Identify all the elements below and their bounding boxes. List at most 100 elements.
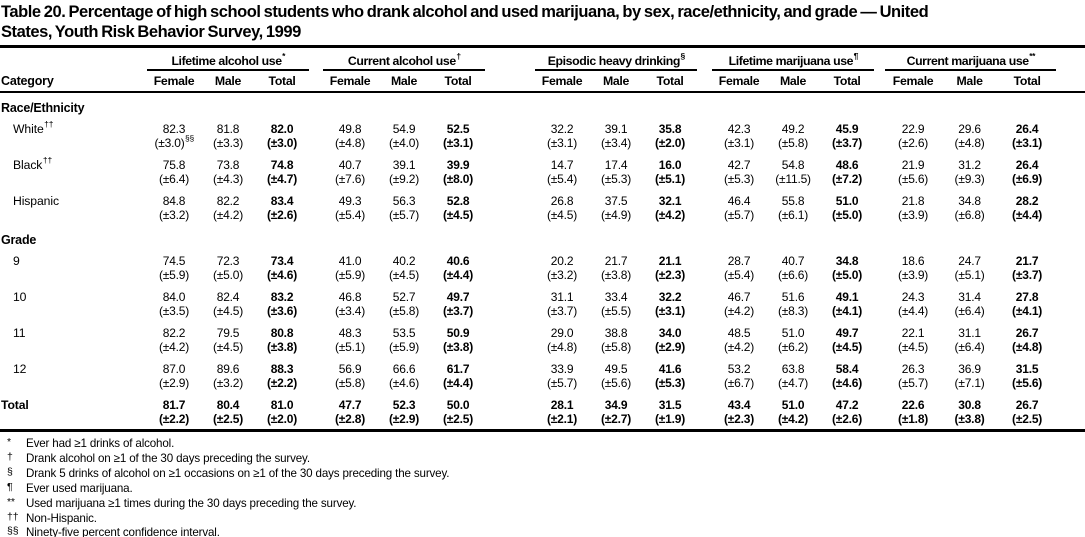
ci-cell: (±2.8) [335,412,366,426]
footnote-ref: ¶ [853,50,859,61]
ci-cell: (±5.1) [655,172,686,186]
column-gap [485,393,535,412]
column-gap [309,285,323,304]
footnote-marker: ¶ [7,480,13,493]
ci-cell: (±4.8) [954,136,985,150]
ci-cell: (±2.6) [898,136,929,150]
value-cell: 58.4 [835,362,859,376]
footnote-text: Used marijuana ≥1 times during the 30 da… [26,496,357,510]
value-cell: 41.0 [338,254,362,268]
ci-cell: (±2.2) [158,412,190,426]
value-cell: 87.0 [162,362,186,376]
value-cell: 72.3 [216,254,240,268]
ci-cell: (±2.6) [266,208,298,222]
ci-cell: (±3.5) [158,304,190,318]
ci-cell: (±5.3) [724,172,755,186]
yrbs-data-table: Category Lifetime alcohol use* Current alc… [0,48,1085,432]
value-cell: 49.2 [781,122,805,136]
table-title: Table 20. Percentage of high school stud… [0,0,1085,42]
ci-cell: (±8.3) [778,304,809,318]
group-header: Lifetime marijuana use¶ [712,48,875,71]
value-cell: 32.2 [550,122,574,136]
ci-cell: (±4.4) [443,376,474,390]
column-gap [485,153,535,172]
value-cell: 46.7 [727,290,751,304]
ci-cell: (±9.3) [954,172,985,186]
value-cell: 51.0 [781,398,805,412]
value-cell: 73.4 [270,254,294,268]
value-cell: 52.5 [446,122,470,136]
value-cell: 38.8 [604,326,628,340]
column-gap [697,136,712,153]
ci-cell: (±3.1) [443,136,474,150]
value-cell: 40.2 [392,254,416,268]
value-cell: 79.5 [216,326,240,340]
ci-cell: (±5.1) [335,340,366,354]
ci-cell: (±5.4) [724,268,755,282]
column-gap [874,340,885,357]
ci-cell: (±4.2) [778,412,809,426]
row-label-spacer [0,172,147,189]
column-gap [874,117,885,136]
ci-cell: (±5.8) [335,376,366,390]
section-heading: Grade [1,233,37,247]
column-gap [485,117,535,136]
value-cell: 80.8 [270,326,294,340]
ci-cell: (±2.5) [212,412,244,426]
value-cell: 53.5 [392,326,416,340]
value-cell: 63.8 [781,362,805,376]
subheader-cell: Male [956,74,983,88]
ci-cell: (±2.6) [832,412,863,426]
ci-cell: (±3.0)§§ [154,133,195,150]
value-cell: 28.1 [550,398,574,412]
footnote-ref: †† [44,118,54,129]
value-cell: 82.4 [216,290,240,304]
value-cell: 51.0 [781,326,805,340]
value-cell: 31.2 [958,158,981,172]
ci-cell: (±5.0) [832,268,863,282]
footnote-ref: § [680,50,686,61]
value-cell: 83.2 [270,290,294,304]
ci-cell: (±5.7) [389,208,420,222]
value-cell: 50.9 [446,326,470,340]
value-cell: 82.3 [162,122,186,136]
column-gap [874,268,885,285]
value-cell: 26.7 [1015,326,1039,340]
value-cell: 61.7 [446,362,470,376]
ci-cell: (±5.9) [389,340,420,354]
value-cell: 30.8 [958,398,981,412]
ci-cell: (±6.7) [724,376,755,390]
row-label: Hispanic [13,194,59,208]
ci-cell: (±9.2) [389,172,420,186]
value-cell: 82.2 [216,194,240,208]
column-gap [697,285,712,304]
column-gap [874,249,885,268]
value-cell: 22.9 [901,122,925,136]
ci-cell: (±5.8) [778,136,809,150]
ci-cell: (±4.5) [443,208,474,222]
value-cell: 84.0 [162,290,186,304]
subheader-cell: Male [214,74,242,88]
group-header: Episodic heavy drinking§ [535,48,698,71]
column-gap [309,340,323,357]
value-cell: 56.3 [392,194,416,208]
footnote-ref: * [282,50,286,61]
column-gap [309,208,323,225]
ci-cell: (±3.7) [547,304,578,318]
ci-cell: (±4.5) [832,340,863,354]
ci-cell: (±4.4) [443,268,474,282]
value-cell: 51.0 [835,194,859,208]
ci-cell: (±5.3) [655,376,686,390]
value-cell: 81.7 [162,398,186,412]
column-gap [309,376,323,393]
column-gap [874,304,885,321]
column-gap [697,249,712,268]
column-gap [485,321,535,340]
value-cell: 80.4 [216,398,240,412]
column-gap [309,321,323,340]
footnote: † Drank alcohol on ≥1 of the 30 days prec… [2,451,1085,467]
row-label: Black†† [13,154,53,172]
ci-cell: (±3.2) [547,268,578,282]
row-label-spacer [0,208,147,225]
